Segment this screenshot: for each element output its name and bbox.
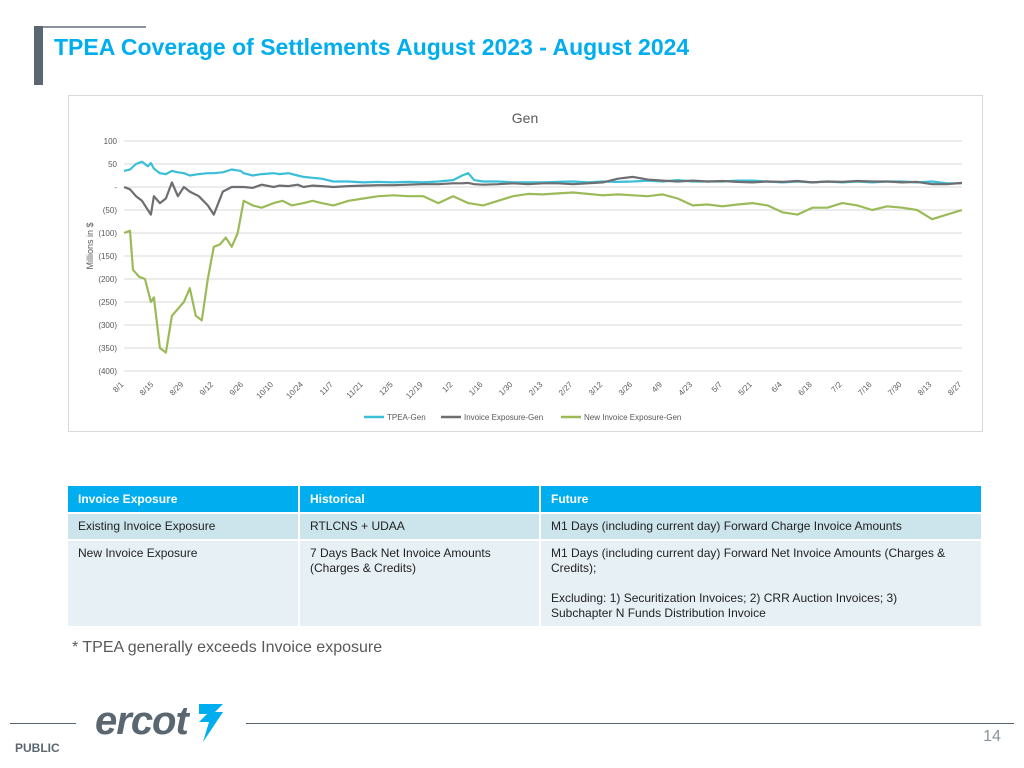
y-tick-label: (50) xyxy=(103,206,118,215)
x-tick-label: 8/27 xyxy=(946,380,964,398)
table-cell: M1 Days (including current day) Forward … xyxy=(541,512,981,539)
table-cell: M1 Days (including current day) Forward … xyxy=(541,539,981,626)
page-title: TPEA Coverage of Settlements August 2023… xyxy=(54,34,690,60)
table-header-invoice-exposure: Invoice Exposure xyxy=(68,486,300,512)
ercot-logo-text: ercot xyxy=(95,699,190,743)
chart-panel: 100 50 - (50) (100) (150) (200) (250) (300) (350)… xyxy=(68,95,983,432)
x-tick-label: 2/13 xyxy=(527,380,545,398)
x-tick-label: 2/27 xyxy=(557,380,575,398)
y-tick-labels: 100 50 - (50) (100) (150) (200) (250) (300) (350)… xyxy=(98,137,117,376)
table-cell: 7 Days Back Net Invoice Amounts (Charges… xyxy=(300,539,541,626)
x-tick-label: 6/18 xyxy=(796,380,814,398)
series-line-new-invoice-exposure-gen xyxy=(123,191,963,354)
title-accent-top xyxy=(34,26,146,28)
invoice-exposure-table: Invoice Exposure Historical Future Exist… xyxy=(68,486,981,626)
title-accent-left xyxy=(34,26,43,85)
series-lines xyxy=(123,160,963,354)
legend-label: Invoice Exposure-Gen xyxy=(464,413,543,422)
x-tick-label: 3/12 xyxy=(587,380,605,398)
y-tick-label: (350) xyxy=(98,344,117,353)
x-tick-label: 7/16 xyxy=(856,380,874,398)
page-number: 14 xyxy=(983,728,1001,745)
x-tick-label: 3/26 xyxy=(617,380,635,398)
x-tick-label: 1/30 xyxy=(497,380,515,398)
y-tick-label: 100 xyxy=(104,137,118,146)
cell-text: (Charges & Credits) xyxy=(310,561,417,575)
cell-text: Excluding: 1) Securitization Invoices; 2… xyxy=(551,591,898,605)
x-tick-label: 10/10 xyxy=(255,380,276,401)
y-tick-label: (200) xyxy=(98,275,117,284)
table-cell: RTLCNS + UDAA xyxy=(300,512,541,539)
x-tick-label: 9/26 xyxy=(228,380,246,398)
x-tick-labels: 8/1 8/15 8/29 9/12 9/26 10/10 10/24 11/7 11/21 12… xyxy=(111,380,964,401)
footer-divider-right xyxy=(246,723,1014,724)
x-tick-label: 9/12 xyxy=(198,380,216,398)
x-tick-label: 7/2 xyxy=(829,380,844,395)
table-cell: New Invoice Exposure xyxy=(68,539,300,626)
footnote: * TPEA generally exceeds Invoice exposur… xyxy=(72,639,383,656)
x-tick-label: 7/30 xyxy=(886,380,904,398)
y-tick-label: (100) xyxy=(98,229,117,238)
footer-divider-left xyxy=(10,723,76,724)
ercot-logo: ercot xyxy=(95,699,223,743)
table-header-historical: Historical xyxy=(300,486,541,512)
x-tick-label: 11/21 xyxy=(345,380,365,400)
table-row: Existing Invoice Exposure RTLCNS + UDAA … xyxy=(68,512,981,539)
cell-text: Subchapter N Funds Distribution Invoice xyxy=(551,606,766,620)
x-tick-label: 5/7 xyxy=(710,380,725,395)
legend-label: TPEA-Gen xyxy=(387,413,426,422)
x-tick-label: 8/1 xyxy=(111,380,126,395)
series-line-tpea-gen xyxy=(123,160,962,185)
y-tick-label: (250) xyxy=(98,298,117,307)
line-chart: 100 50 - (50) (100) (150) (200) (250) (300) (350)… xyxy=(85,110,964,422)
legend: TPEA-Gen Invoice Exposure-Gen New Invoice … xyxy=(364,413,681,422)
x-tick-label: 6/4 xyxy=(770,380,785,395)
y-tick-label: (400) xyxy=(98,367,117,376)
x-tick-label: 12/19 xyxy=(404,380,425,401)
x-tick-label: 4/23 xyxy=(677,380,695,398)
x-tick-label: 8/15 xyxy=(138,380,156,398)
x-tick-label: 8/29 xyxy=(168,380,186,398)
gridlines xyxy=(124,140,962,372)
y-tick-label: - xyxy=(114,183,117,192)
x-tick-label: 10/24 xyxy=(284,380,305,401)
y-tick-label: 50 xyxy=(108,160,117,169)
cell-text: Credits); xyxy=(551,561,597,575)
cell-text: M1 Days (including current day) Forward … xyxy=(551,546,946,560)
series-line-invoice-exposure-gen xyxy=(123,175,963,216)
x-tick-label: 8/13 xyxy=(916,380,934,398)
x-tick-label: 1/2 xyxy=(440,380,455,395)
x-tick-label: 5/21 xyxy=(737,380,755,398)
x-tick-label: 1/16 xyxy=(467,380,485,398)
classification-label: PUBLIC xyxy=(15,741,60,755)
legend-label: New Invoice Exposure-Gen xyxy=(584,413,681,422)
chart-title: Gen xyxy=(512,110,538,126)
table-cell: Existing Invoice Exposure xyxy=(68,512,300,539)
y-axis-label: Millions in $ xyxy=(85,222,95,269)
table-header-future: Future xyxy=(541,486,981,512)
lightning-bolt-icon xyxy=(199,704,223,742)
x-tick-label: 11/7 xyxy=(318,380,335,397)
y-tick-label: (150) xyxy=(98,252,117,261)
y-tick-label: (300) xyxy=(98,321,117,330)
x-tick-label: 4/9 xyxy=(650,380,665,395)
x-tick-label: 12/5 xyxy=(377,380,395,398)
cell-text: 7 Days Back Net Invoice Amounts xyxy=(310,546,491,560)
table-row: New Invoice Exposure 7 Days Back Net Inv… xyxy=(68,539,981,626)
